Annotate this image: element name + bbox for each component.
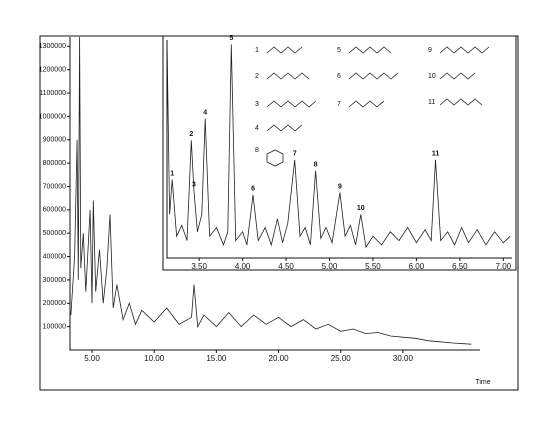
peak-label: 11 — [432, 151, 440, 158]
structure-number: 5 — [337, 47, 341, 54]
trace — [166, 39, 511, 249]
molecule — [439, 98, 483, 106]
x-axis-label: Time — [475, 379, 490, 386]
structure-number: 10 — [428, 73, 436, 80]
x-tick-label: 10.00 — [144, 354, 165, 363]
y-tick-label: 200000 — [43, 300, 66, 307]
molecule — [266, 72, 310, 80]
structure-number: 3 — [255, 101, 259, 108]
y-tick-label: 1100000 — [39, 90, 66, 97]
x-tick-label: 7.00 — [496, 262, 512, 271]
peak-label: 9 — [338, 183, 342, 190]
structure-number: 2 — [255, 73, 259, 80]
x-tick-label: 30.00 — [393, 354, 414, 363]
molecule — [266, 124, 303, 132]
y-tick-label: 400000 — [43, 253, 66, 260]
peak-label: 10 — [357, 205, 365, 212]
x-tick-label: 4.00 — [235, 262, 251, 271]
y-tick-label: 700000 — [43, 183, 66, 190]
peak-label: 6 — [251, 186, 255, 193]
structure-number: 6 — [337, 73, 341, 80]
peak-label: 5 — [229, 35, 233, 42]
molecule — [348, 100, 385, 108]
axes — [69, 37, 480, 351]
y-tick-label: 1200000 — [39, 67, 66, 74]
molecule — [439, 72, 476, 80]
structure-number: 7 — [337, 101, 341, 108]
structure-number: 1 — [255, 47, 259, 54]
x-tick-label: 20.00 — [269, 354, 290, 363]
structure-number: 9 — [428, 47, 432, 54]
axes — [166, 40, 512, 259]
structure-number: 4 — [255, 125, 259, 132]
molecule — [266, 149, 284, 167]
peak-label: 3 — [192, 181, 196, 188]
y-tick-label: 600000 — [43, 207, 66, 214]
x-tick-label: 4.50 — [278, 262, 294, 271]
peak-label: 8 — [314, 162, 318, 169]
structure-number: 8 — [255, 147, 259, 154]
y-tick-label: 100000 — [43, 323, 66, 330]
peak-label: 7 — [293, 151, 297, 158]
molecule — [266, 46, 303, 54]
y-tick-label: 500000 — [43, 230, 66, 237]
molecule — [266, 100, 317, 108]
x-tick-label: 6.00 — [409, 262, 425, 271]
inset-frame — [162, 35, 517, 271]
x-tick-label: 5.00 — [84, 354, 100, 363]
x-tick-label: 3.50 — [191, 262, 207, 271]
x-tick-label: 6.50 — [452, 262, 468, 271]
structure-number: 11 — [428, 99, 435, 106]
molecule — [348, 72, 399, 80]
y-tick-label: 1000000 — [39, 113, 66, 120]
y-tick-label: 900000 — [43, 137, 66, 144]
x-tick-label: 25.00 — [331, 354, 352, 363]
peak-label: 4 — [203, 109, 207, 116]
y-tick-label: 1300000 — [39, 43, 66, 50]
molecule — [439, 46, 490, 54]
molecule — [348, 46, 392, 54]
x-tick-label: 5.00 — [322, 262, 338, 271]
peak-label: 2 — [189, 131, 193, 138]
y-tick-label: 800000 — [43, 160, 66, 167]
x-tick-label: 15.00 — [206, 354, 227, 363]
y-tick-label: 300000 — [43, 277, 66, 284]
trace — [70, 36, 472, 345]
peak-label: 1 — [170, 170, 174, 177]
x-tick-label: 5.50 — [365, 262, 381, 271]
